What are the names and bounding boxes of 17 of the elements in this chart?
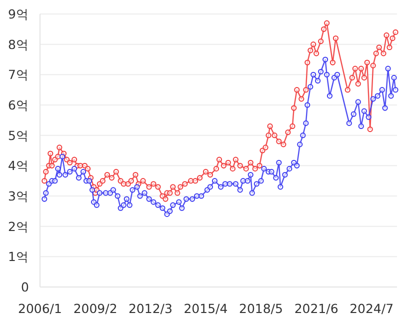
x-tick-label: 2015/4 <box>184 301 228 316</box>
x-tick-label: 2012/3 <box>128 301 172 316</box>
y-tick-label: 3억 <box>8 188 29 204</box>
x-tick-label: 2018/5 <box>239 301 283 316</box>
y-tick-label: 4억 <box>8 158 29 174</box>
y-tick-label: 0 <box>21 280 30 294</box>
x-tick-label: 2009/2 <box>73 301 118 316</box>
x-tick-label: 2021/6 <box>294 301 338 316</box>
y-tick-label: 6억 <box>8 98 29 112</box>
x-tick-label: 2024/7 <box>350 301 394 316</box>
y-tick-label: 1억 <box>8 249 29 264</box>
y-tick-label: 8억 <box>8 36 29 52</box>
y-tick-label: 7억 <box>8 67 29 82</box>
y-tick-label: 9억 <box>8 6 29 22</box>
y-tick-label: 2억 <box>8 218 29 234</box>
x-tick-label: 2006/1 <box>18 301 62 316</box>
y-tick-label: 5억 <box>8 128 29 143</box>
